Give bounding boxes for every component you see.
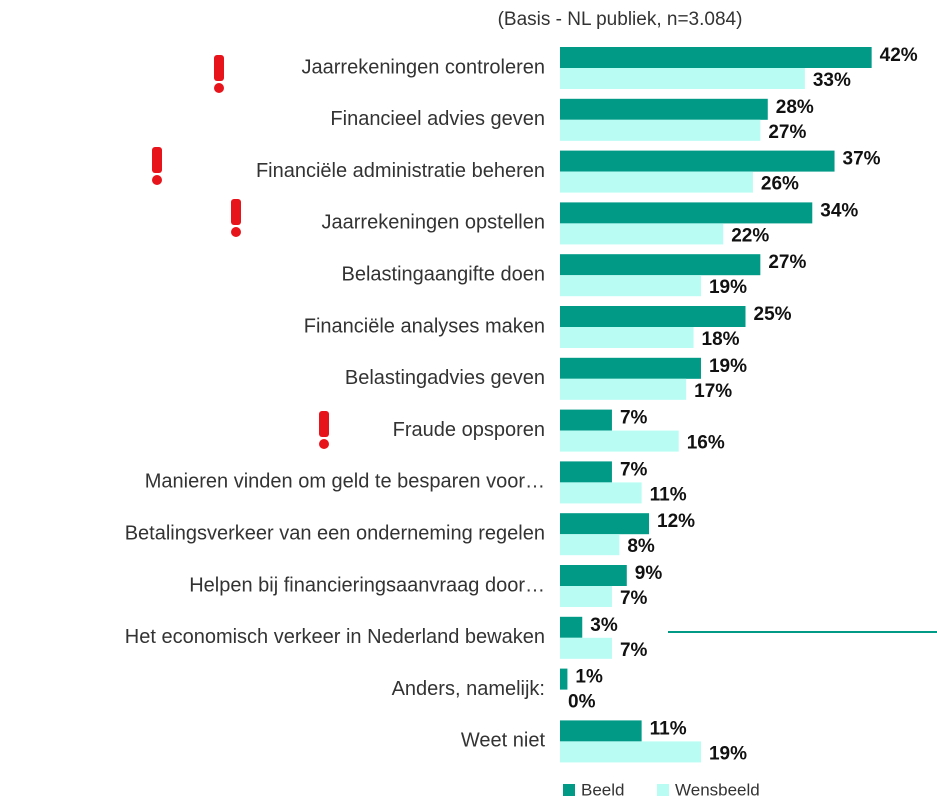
bar — [560, 720, 642, 742]
category-label: Manieren vinden om geld te besparen voor… — [145, 471, 545, 493]
bar — [560, 68, 805, 89]
bar — [560, 327, 694, 348]
bar — [560, 430, 679, 452]
legend-label: Beeld — [581, 780, 624, 799]
value-label: 17% — [694, 381, 732, 402]
value-label: 7% — [620, 459, 648, 480]
category-label: Betalingsverkeer van een onderneming reg… — [125, 522, 545, 544]
value-label: 0% — [568, 692, 596, 713]
bar — [560, 275, 701, 297]
bar — [560, 98, 768, 120]
bar — [560, 119, 761, 141]
warning-icon — [231, 227, 241, 237]
value-label: 8% — [627, 536, 655, 557]
category-label: Het economisch verkeer in Nederland bewa… — [125, 626, 545, 648]
value-label: 19% — [709, 743, 747, 764]
warning-icon — [152, 147, 162, 173]
value-label: 27% — [768, 252, 806, 273]
bar — [560, 482, 642, 504]
value-label: 25% — [754, 304, 792, 325]
bar — [560, 668, 568, 690]
value-label: 3% — [590, 615, 618, 636]
value-label: 7% — [620, 640, 648, 661]
bar — [560, 254, 761, 276]
value-label: 12% — [657, 511, 695, 532]
category-label: Weet niet — [461, 730, 546, 752]
legend-swatch — [657, 784, 669, 796]
bar — [560, 47, 872, 68]
category-label: Financiële administratie beheren — [256, 160, 545, 182]
bar — [560, 357, 701, 379]
bar — [560, 409, 612, 431]
bar — [560, 534, 620, 556]
value-label: 1% — [575, 667, 603, 688]
value-label: 28% — [776, 97, 814, 118]
value-label: 11% — [650, 484, 687, 505]
value-label: 7% — [620, 408, 648, 429]
value-label: 9% — [635, 563, 663, 584]
warning-icon — [319, 439, 329, 449]
value-label: 22% — [731, 225, 769, 246]
value-label: 42% — [880, 45, 918, 66]
value-label: 26% — [761, 174, 799, 195]
category-label: Fraude opsporen — [393, 419, 545, 441]
bar — [560, 565, 627, 586]
category-label: Anders, namelijk: — [392, 678, 545, 700]
legend-label: Wensbeeld — [675, 780, 760, 799]
bar — [560, 378, 687, 400]
bar — [560, 223, 724, 245]
category-label: Helpen bij financieringsaanvraag door… — [189, 574, 545, 596]
warning-icon — [214, 83, 224, 93]
warning-icons — [152, 55, 329, 449]
value-label: 7% — [620, 588, 648, 609]
bar — [560, 150, 835, 172]
bar — [560, 461, 612, 483]
bar — [560, 586, 612, 607]
value-label: 34% — [820, 200, 858, 221]
category-label: Financiële analyses maken — [304, 315, 545, 337]
value-label: 16% — [687, 433, 725, 454]
category-label: Belastingaangifte doen — [342, 263, 546, 285]
category-label: Jaarrekeningen opstellen — [322, 212, 546, 234]
warning-icon — [319, 411, 329, 437]
value-label: 11% — [650, 718, 687, 739]
bar — [560, 513, 650, 535]
bar — [560, 171, 753, 193]
category-label: Jaarrekeningen controleren — [302, 56, 546, 78]
legend-swatch — [563, 784, 575, 796]
bar — [560, 741, 701, 763]
bar — [560, 616, 583, 638]
chart-subtitle: (Basis - NL publiek, n=3.084) — [498, 9, 743, 30]
warning-icon — [231, 199, 241, 225]
value-label: 19% — [709, 277, 747, 298]
bar — [560, 202, 813, 224]
value-label: 18% — [702, 329, 740, 350]
warning-icon — [214, 55, 224, 81]
value-label: 19% — [709, 356, 747, 377]
value-label: 33% — [813, 70, 851, 91]
category-label: Belastingadvies geven — [345, 367, 545, 389]
category-label: Financieel advies geven — [330, 108, 545, 130]
bar — [560, 306, 746, 327]
value-label: 37% — [843, 149, 881, 170]
warning-icon — [152, 175, 162, 185]
value-label: 27% — [768, 122, 806, 143]
bar — [560, 637, 612, 659]
